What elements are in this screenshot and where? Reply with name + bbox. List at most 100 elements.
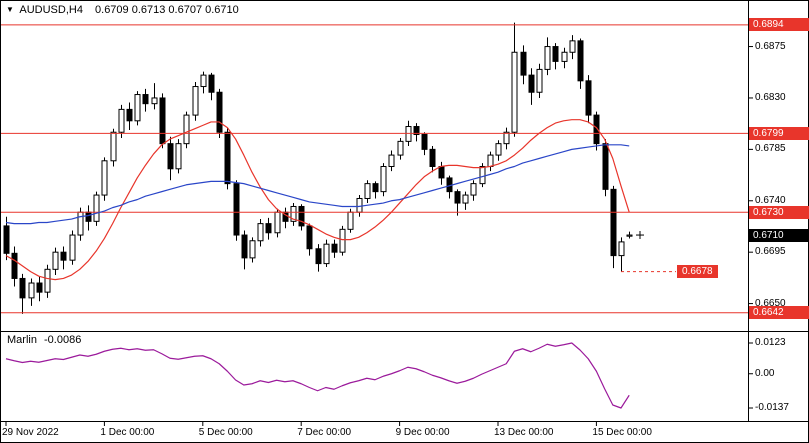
candle [388,154,395,168]
time-axis-label: 5 Dec 00:00 [198,427,253,438]
candle [44,268,51,293]
candle [577,40,584,82]
indicator-name: Marlin [7,334,37,346]
candle [233,183,240,236]
candle [372,183,379,193]
candle [52,251,59,270]
candle [36,282,43,293]
candle [216,91,223,133]
candle [69,234,76,261]
indicator-label: Marlin -0.0086 [7,334,81,346]
candle [454,191,461,204]
candle [503,131,510,145]
candle [470,183,477,196]
candle [479,166,486,185]
candle [323,243,330,265]
candle [405,126,412,142]
ma-fast-line [5,119,630,281]
candle [134,94,141,122]
candle [118,108,125,133]
price-axis-label: 0.6740 [755,194,786,206]
candle [151,97,158,105]
time-axis-label: 1 Dec 00:00 [100,427,155,438]
indicator-line [5,342,630,409]
candle [249,240,256,259]
candle [569,40,576,53]
candle [544,46,551,70]
candle [101,160,108,196]
candle [11,252,18,279]
price-marker-tag[interactable]: 0.6678 [677,264,718,278]
candle [241,234,248,259]
current-price-tag: 0.6710 [749,228,809,242]
candle [397,140,404,156]
price-axis-label: 0.6785 [755,143,786,155]
price-axis-label: 0.6650 [755,297,786,309]
candle [536,68,543,93]
candle [93,194,100,222]
candle [364,183,371,199]
price-axis-label: 0.6695 [755,246,786,258]
candle [257,223,264,242]
price-line-tag[interactable]: 0.6730 [749,205,809,219]
candle [208,74,215,93]
candle [183,114,190,145]
time-axis-label: 29 Nov 2022 [2,427,59,438]
price-axis-label: 0.6830 [755,91,786,103]
price-line-tag[interactable]: 0.6799 [749,126,809,140]
time-axis-label: 9 Dec 00:00 [395,427,450,438]
chart-title: ▼ AUDUSD,H4 0.6709 0.6713 0.6707 0.6710 [6,4,239,16]
candle [610,188,617,257]
candle [380,166,387,193]
candle [429,148,436,168]
candle [200,74,207,88]
candle [585,80,592,116]
candle [421,134,428,150]
symbol-dropdown-icon: ▼ [6,5,14,14]
candle [495,143,502,156]
candle [3,225,10,254]
candle [142,94,149,105]
indicator-axis-label: -0.0137 [755,402,789,413]
candle [175,143,182,170]
time-axis-label: 15 Dec 00:00 [592,427,652,438]
candle [593,114,600,145]
candle [28,282,35,299]
candle [290,205,297,222]
symbol-label: AUDUSD,H4 [19,4,83,16]
price-line-tag[interactable]: 0.6894 [749,18,809,32]
candle [511,51,518,133]
candle [224,131,231,185]
indicator-axis-label: 0.0123 [755,337,786,348]
price-line-tag[interactable]: 0.6642 [749,306,809,320]
candle [315,248,322,265]
candle [298,205,305,227]
indicator-value: -0.0086 [44,334,82,346]
ma-slow-line [5,144,630,225]
candle [528,74,535,93]
time-axis-label: 13 Dec 00:00 [494,427,554,438]
candle [192,86,199,116]
candle [413,126,420,136]
candle [520,51,527,76]
indicator-axis-label: 0.00 [755,367,775,379]
candle [19,277,26,299]
candle [265,223,272,234]
ohlc-label: 0.6709 0.6713 0.6707 0.6710 [95,4,239,16]
candle [331,243,338,253]
candle [602,143,609,190]
candle [60,251,67,261]
price-axis-label: 0.6875 [755,40,786,52]
candle [618,241,625,257]
time-axis-label: 7 Dec 00:00 [297,427,352,438]
candle [110,131,117,162]
candle [552,46,559,62]
candle [561,51,568,62]
candle [462,194,469,204]
candle [306,225,313,250]
candle [339,228,346,253]
candle [626,234,633,237]
